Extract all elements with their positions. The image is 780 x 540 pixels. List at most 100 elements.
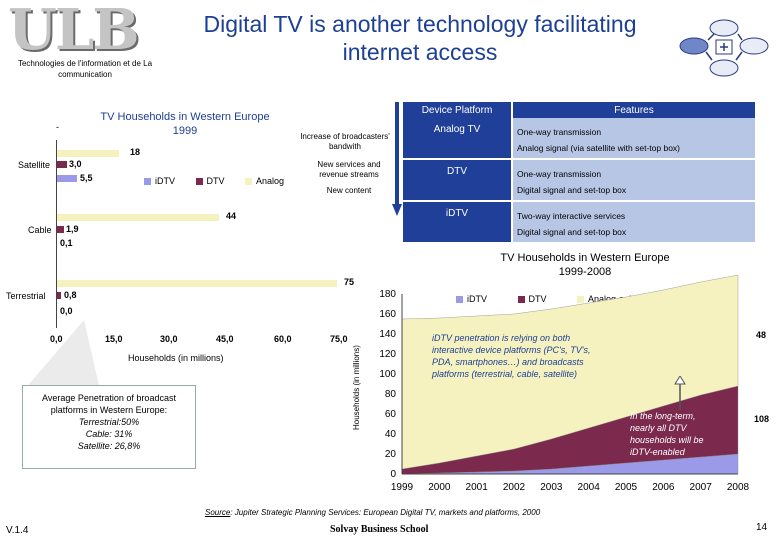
y-tick-label: 120 (379, 349, 396, 360)
platform-table: Device Platform Features Analog TV One-w… (403, 102, 755, 242)
arrow-label-2: New services and revenue streams (317, 160, 381, 179)
bar-cable-analog (57, 214, 219, 221)
bar-satellite-analog (57, 150, 119, 157)
left-chart-dash: - (56, 122, 59, 132)
down-arrow-icon (392, 102, 402, 216)
category-cable: Cable (28, 225, 52, 235)
callout-connector (24, 320, 100, 390)
x-tick-label: 2007 (690, 482, 713, 493)
legend-analog: Analog (245, 176, 284, 186)
features-cell: One-way transmission Digital signal and s… (511, 160, 755, 200)
left-chart-title: TV Households in Western Europe 1999 (60, 110, 310, 138)
label-terrestrial-idtv: 0,0 (60, 306, 73, 316)
label-cable-analog: 44 (226, 211, 237, 221)
legend-idtv: iDTV (144, 176, 175, 186)
pen-line-4: Cable: 31% (85, 429, 133, 439)
legend-analog-right: Analog-only (577, 294, 636, 304)
tick-4: 60,0 (274, 334, 292, 344)
legend-dtv-right: DTV (517, 294, 547, 304)
platform-cell: DTV (403, 160, 512, 200)
pen-line-3: Terrestrial:50% (78, 417, 140, 427)
pen-line-1: Average Penetration of broadcast (42, 393, 176, 403)
right-legend: iDTV DTV Analog-only (456, 294, 636, 304)
right-chart-title: TV Households in Western Europe 1999-200… (500, 252, 670, 278)
bar-terrestrial-dtv (57, 292, 61, 299)
x-tick-label: 2001 (466, 482, 489, 493)
bar-satellite-dtv (57, 161, 67, 168)
pen-line-5: Satellite: 26,8% (77, 441, 141, 451)
category-satellite: Satellite (18, 160, 51, 170)
area-chart: 0 20 40 60 80 100 120 140 160 180 1999 2000 2001 2002… (379, 274, 750, 493)
school-name: Solvay Business School (330, 524, 429, 535)
table-header-platform: Device Platform (403, 102, 512, 118)
x-tick-label: 2002 (503, 482, 526, 493)
left-legend: iDTV DTV Analog (144, 176, 284, 186)
label-cable-idtv: 0,1 (60, 238, 73, 248)
ulb-logo: ULB (8, 0, 140, 63)
y-tick-label: 140 (379, 329, 396, 340)
network-diagram-icon (679, 19, 769, 77)
left-chart-title-1: TV Households in Western Europe (100, 111, 270, 123)
label-terrestrial-dtv: 0,8 (64, 290, 77, 300)
features-cell: Two-way interactive services Digital sign… (511, 202, 755, 242)
label-108: 108 (754, 414, 770, 424)
y-tick-label: 20 (385, 449, 397, 460)
tick-3: 45,0 (216, 334, 234, 344)
version-label: V.1.4 (6, 525, 29, 536)
x-tick-label: 1999 (391, 482, 414, 493)
platform-cell: Analog TV (403, 118, 512, 158)
annotation-longterm: In the long-term, nearly all DTV househo… (630, 411, 704, 457)
left-chart-title-2: 1999 (172, 125, 198, 137)
x-tick-label: 2004 (578, 482, 601, 493)
area-series-analog-only (401, 274, 739, 470)
x-tick-label: 2008 (727, 482, 750, 493)
table-row: Analog TV One-way transmission Analog sig… (403, 118, 755, 158)
platform-cell: iDTV (403, 202, 512, 242)
title-line-2: internet access (342, 39, 498, 65)
x-tick-label: 2000 (428, 482, 451, 493)
label-satellite-analog: 18 (130, 147, 141, 157)
annotation-idtv: iDTV penetration is relying on both inte… (432, 333, 591, 379)
y-tick-label: 80 (385, 389, 397, 400)
penetration-box: Average Penetration of broadcast platfor… (22, 385, 196, 469)
table-header-features: Features (511, 102, 755, 118)
tick-1: 15,0 (105, 334, 123, 344)
y-tick-label: 40 (385, 429, 397, 440)
features-cell: One-way transmission Analog signal (via s… (511, 118, 755, 158)
bar-satellite-idtv (57, 175, 77, 182)
logo-subtitle: Technologies de l'information et de La c… (17, 59, 153, 79)
category-terrestrial: Terrestrial (6, 291, 46, 301)
bar-terrestrial-analog (57, 280, 337, 287)
left-xlabel: Households (in millions) (128, 353, 224, 363)
arrow-label-3: New content (326, 186, 372, 195)
x-tick-label: 2003 (540, 482, 563, 493)
y-tick-label: 60 (385, 409, 397, 420)
label-terrestrial-analog: 75 (344, 277, 355, 287)
legend-dtv: DTV (195, 176, 225, 186)
y-tick-label: 160 (379, 309, 396, 320)
label-satellite-dtv: 3,0 (69, 159, 82, 169)
arrow-label-1: Increase of broadcasters' bandwith (300, 132, 390, 151)
source-note: Source: Jupiter Strategic Planning Servi… (205, 508, 541, 517)
tick-5: 75,0 (330, 334, 348, 344)
page-number: 14 (756, 522, 768, 533)
y-tick-label: 0 (390, 469, 396, 480)
left-chart-axis (56, 140, 57, 328)
label-48: 48 (756, 330, 767, 340)
x-tick-label: 2005 (615, 482, 638, 493)
title-line-1: Digital TV is another technology facilit… (203, 11, 637, 37)
x-tick-label: 2006 (652, 482, 675, 493)
pen-line-2: platforms in Western Europe: (50, 405, 168, 415)
label-cable-dtv: 1,9 (66, 224, 79, 234)
label-satellite-idtv: 5,5 (80, 173, 93, 183)
table-row: DTV One-way transmission Digital signal a… (403, 160, 755, 200)
y-tick-label: 180 (379, 289, 396, 300)
tick-0: 0,0 (50, 334, 63, 344)
tick-2: 30,0 (160, 334, 178, 344)
table-row: iDTV Two-way interactive services Digital… (403, 202, 755, 242)
y-tick-label: 100 (379, 369, 396, 380)
slide-title: Digital TV is another technology facilit… (170, 10, 670, 66)
legend-idtv-right: iDTV (456, 294, 487, 304)
up-arrow-icon (674, 376, 686, 410)
bar-cable-dtv (57, 226, 64, 233)
